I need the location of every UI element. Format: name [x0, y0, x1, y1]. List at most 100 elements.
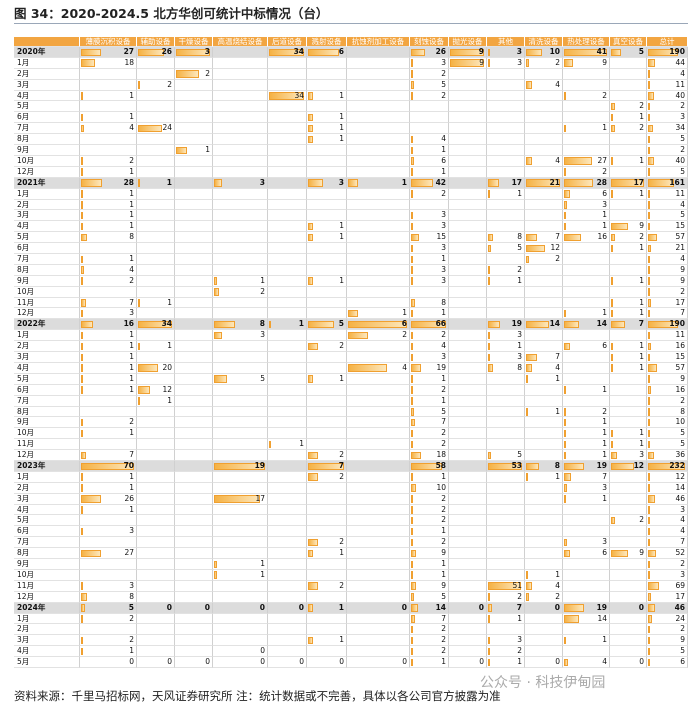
- value-cell: 1: [563, 221, 610, 233]
- value-cell: [268, 79, 307, 91]
- value-cell: [449, 624, 487, 636]
- value-cell: [525, 210, 563, 222]
- value-cell: [137, 112, 175, 124]
- data-bar: [611, 244, 613, 253]
- cell-text: 7月: [17, 254, 30, 263]
- value-cell: [610, 384, 647, 396]
- value-cell: [175, 395, 213, 407]
- value-cell: 1: [307, 548, 347, 560]
- data-bar: [411, 331, 413, 340]
- cell-text: 4: [129, 123, 134, 133]
- value-cell: 1: [525, 569, 563, 581]
- cell-text: 8: [441, 297, 446, 307]
- value-cell: 161: [647, 177, 688, 189]
- value-cell: [449, 537, 487, 549]
- cell-text: 2: [441, 537, 446, 547]
- cell-text: 7: [555, 232, 560, 242]
- cell-text: 15: [675, 352, 685, 362]
- value-cell: 4: [647, 199, 688, 211]
- value-cell: 10: [525, 47, 563, 58]
- value-cell: 2: [175, 68, 213, 80]
- header-cell: 薄膜沉积设备: [80, 37, 137, 47]
- value-cell: [610, 559, 647, 570]
- data-bar: [611, 549, 629, 558]
- data-bar: [138, 320, 172, 329]
- data-bar: [214, 331, 223, 340]
- value-cell: [563, 515, 610, 527]
- data-bar: [81, 527, 84, 536]
- cell-text: 3: [129, 526, 134, 536]
- value-cell: 8: [487, 362, 525, 374]
- cell-text: 3: [516, 47, 522, 56]
- value-cell: [137, 232, 175, 244]
- value-cell: [268, 101, 307, 113]
- data-bar: [564, 201, 568, 209]
- data-bar: [648, 255, 650, 263]
- data-bar: [648, 124, 654, 133]
- value-cell: [449, 569, 487, 581]
- value-cell: [449, 232, 487, 244]
- value-cell: [449, 613, 487, 625]
- data-bar: [81, 113, 83, 122]
- value-cell: 2: [410, 90, 449, 102]
- value-cell: [525, 395, 563, 407]
- cell-text: 16: [597, 232, 607, 242]
- value-cell: [347, 406, 410, 418]
- cell-text: 7: [338, 461, 344, 470]
- value-cell: [347, 47, 410, 58]
- cell-text: 4: [555, 362, 560, 372]
- value-cell: [449, 559, 487, 570]
- cell-text: 70: [123, 461, 134, 470]
- value-cell: 3: [410, 221, 449, 233]
- value-cell: [563, 243, 610, 254]
- value-cell: [525, 166, 563, 178]
- value-cell: 51: [487, 580, 525, 592]
- value-cell: [213, 591, 268, 603]
- cell-text: 1: [441, 471, 446, 481]
- cell-text: 232: [669, 461, 685, 470]
- value-cell: 1: [610, 243, 647, 254]
- cell-text: 7: [516, 602, 522, 612]
- value-cell: 4: [410, 134, 449, 146]
- value-cell: [137, 613, 175, 625]
- value-cell: [268, 210, 307, 222]
- data-bar: [81, 211, 83, 220]
- value-cell: 5: [487, 243, 525, 254]
- value-cell: [80, 134, 137, 146]
- cell-text: 0: [205, 657, 210, 667]
- data-bar: [648, 506, 650, 514]
- cell-text: 27: [597, 155, 607, 165]
- value-cell: 26: [80, 493, 137, 505]
- value-cell: [213, 613, 268, 625]
- value-cell: [347, 526, 410, 538]
- value-cell: 1: [610, 352, 647, 363]
- value-cell: 1: [610, 439, 647, 451]
- data-bar: [526, 353, 538, 362]
- value-cell: 1: [80, 471, 137, 483]
- value-cell: [175, 188, 213, 200]
- cell-text: 9月: [17, 145, 30, 155]
- cell-text: 0: [554, 602, 560, 612]
- value-cell: 19: [487, 319, 525, 331]
- value-cell: 3: [213, 177, 268, 189]
- value-cell: [137, 646, 175, 658]
- cell-text: 1: [602, 308, 607, 318]
- month-label: 5月: [14, 657, 80, 668]
- value-cell: [347, 450, 410, 461]
- data-bar: [411, 615, 415, 623]
- value-cell: [175, 591, 213, 603]
- value-cell: [268, 548, 307, 560]
- value-cell: [610, 166, 647, 178]
- value-cell: [175, 548, 213, 560]
- month-label: 4月: [14, 221, 80, 233]
- value-cell: 1: [80, 166, 137, 178]
- value-cell: 9: [410, 580, 449, 592]
- month-label: 3月: [14, 635, 80, 647]
- cell-text: 热处理设备: [567, 37, 605, 46]
- data-bar: [81, 190, 83, 198]
- cell-text: 17: [255, 493, 265, 503]
- value-cell: [610, 254, 647, 265]
- value-cell: 70: [80, 461, 137, 472]
- value-cell: [525, 504, 563, 516]
- value-cell: 0: [268, 657, 307, 668]
